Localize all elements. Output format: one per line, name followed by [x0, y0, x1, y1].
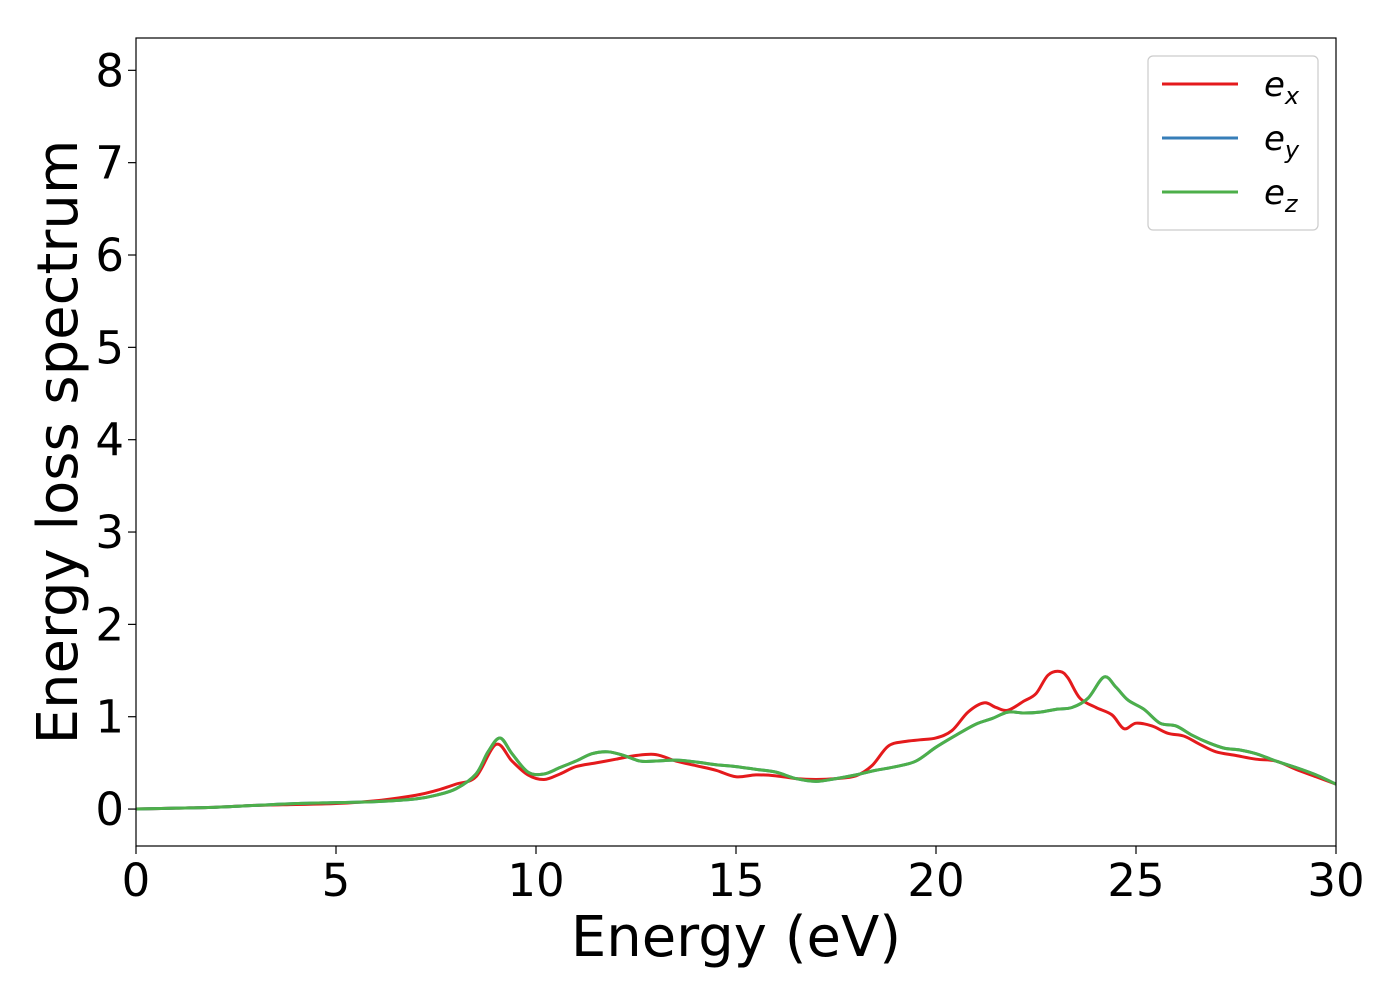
legend-label-z: ez: [1264, 173, 1299, 218]
x-tick-label: 5: [322, 854, 351, 907]
legend-items: ex ey ez: [1162, 65, 1300, 218]
y-tick-label: 1: [95, 691, 124, 744]
x-axis-label: Energy (eV): [571, 905, 901, 970]
legend: ex ey ez: [1147, 55, 1319, 231]
legend-box: [1147, 55, 1319, 231]
y-tick-label: 8: [95, 44, 124, 97]
x-tick-label: 20: [907, 854, 964, 907]
y-axis: 0 1 2 3 4 5 6 7 8: [95, 44, 136, 836]
y-tick-label: 5: [95, 321, 124, 374]
series-layer: [136, 669, 1336, 811]
y-axis-label: Energy loss spectrum: [26, 140, 91, 745]
legend-label-y: ey: [1264, 119, 1300, 164]
plot-area: [135, 37, 1337, 847]
y-tick-label: 7: [95, 137, 124, 190]
x-tick-label: 0: [122, 854, 151, 907]
series-line-z: [136, 675, 1336, 811]
x-tick-label: 25: [1107, 854, 1164, 907]
y-tick-label: 6: [95, 229, 124, 282]
y-tick-label: 4: [95, 414, 124, 467]
y-tick-label: 2: [95, 598, 124, 651]
x-tick-label: 10: [507, 854, 564, 907]
legend-label-x: ex: [1264, 65, 1300, 110]
x-axis: 0 5 10 15 20 25 30: [122, 846, 1365, 907]
x-tick-label: 30: [1307, 854, 1364, 907]
y-tick-label: 0: [95, 783, 124, 836]
y-tick-label: 3: [95, 506, 124, 559]
x-tick-label: 15: [707, 854, 764, 907]
